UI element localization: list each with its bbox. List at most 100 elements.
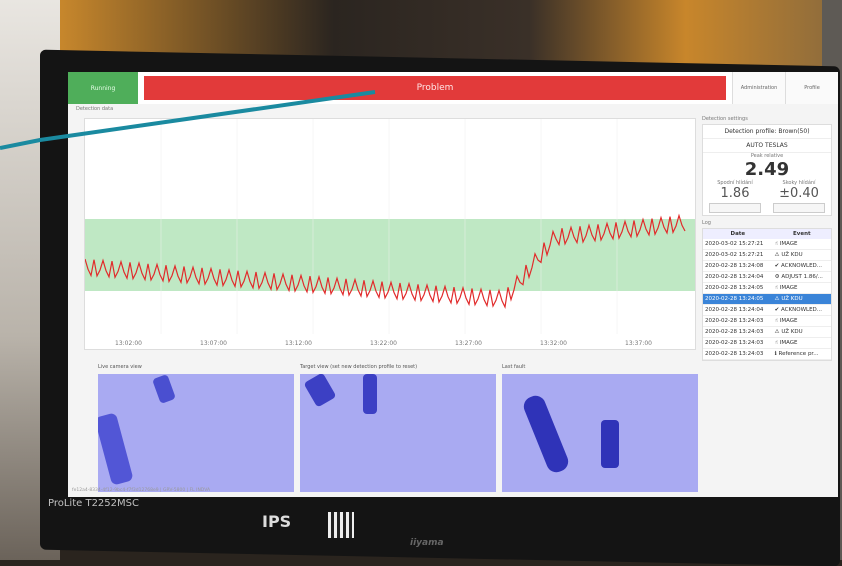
log-event-cell: ⚙ ADJUST 1.86/...	[772, 271, 831, 283]
x-tick-label: 13:22:00	[370, 340, 397, 347]
log-date: 2020-02-28 13:24:03	[703, 337, 773, 349]
right-threshold-value: ±0.40	[779, 186, 819, 201]
fault-camera-objects	[523, 395, 619, 473]
live-camera-panel: Live camera view	[98, 364, 294, 492]
camera-row: Live camera view Target view (set new de…	[98, 364, 698, 492]
log-row[interactable]: 2020-02-28 13:24:05 ☝ IMAGE	[703, 282, 831, 294]
current-value: 2.49	[744, 159, 790, 180]
ips-label: IPS	[262, 512, 292, 531]
info-icon: ℹ	[774, 351, 779, 357]
log-date: 2020-02-28 13:24:03	[703, 348, 773, 360]
auto-button[interactable]: AUTO TESLAS	[703, 139, 831, 153]
log-event-cell: ⚠ UŽ KDU	[772, 249, 831, 261]
log-event: ACKNOWLED...	[781, 307, 823, 313]
log-header-event: Event	[772, 229, 831, 239]
right-threshold-label: Skoky hlídání	[782, 180, 816, 186]
log-event-cell: ☝ IMAGE	[772, 337, 831, 349]
log-row[interactable]: 2020-02-28 13:24:03 ☝ IMAGE	[703, 337, 831, 349]
profile-button[interactable]: Detection profile: Brown(50)	[703, 125, 831, 139]
hand-icon: ☝	[774, 241, 780, 247]
left-threshold-value: 1.86	[720, 186, 750, 201]
x-tick-label: 13:02:00	[115, 340, 142, 347]
fault-camera-panel: Last fault	[502, 364, 698, 492]
log-title: Log	[702, 220, 711, 226]
log-table: Date Event 2020-03-02 15:27:21 ☝ IMAGE 202…	[703, 229, 831, 360]
target-camera-objects	[304, 374, 377, 414]
log-event: IMAGE	[779, 241, 798, 247]
log-event-cell: ☝ IMAGE	[772, 315, 831, 327]
left-threshold-label: Spodní hlídání	[717, 180, 753, 186]
log-row[interactable]: 2020-02-28 13:24:03 ℹ Reference pr...	[703, 348, 831, 360]
log-date: 2020-02-28 13:24:04	[703, 304, 773, 316]
mode-indicator[interactable]: Running	[68, 72, 138, 104]
monitor-screen: Running Problem Administration Profile D…	[68, 72, 838, 497]
warning-icon: ⚠	[774, 252, 782, 258]
fault-camera-image[interactable]	[502, 374, 698, 492]
footer-status: fe12a4-8334-4f12-9bc4-f7f3d12768e9 | GRV…	[72, 488, 211, 493]
monitor-brand: ProLite T2252MSC	[48, 498, 139, 509]
hand-icon: ☝	[774, 318, 780, 324]
log-date: 2020-02-28 13:24:03	[703, 326, 773, 338]
hand-icon: ☝	[774, 340, 780, 346]
target-camera-panel: Target view (set new detection profile t…	[300, 364, 496, 492]
settings-panel: Detection profile: Brown(50) AUTO TESLAS…	[702, 124, 832, 216]
x-tick-label: 13:12:00	[285, 340, 312, 347]
x-tick-label: 13:27:00	[455, 340, 482, 347]
top-bar: Running Problem Administration Profile	[68, 72, 838, 104]
log-event: UŽ KDU	[781, 252, 803, 258]
live-camera-title: Live camera view	[98, 364, 142, 370]
log-header-row: Date Event	[703, 229, 831, 239]
log-row[interactable]: 2020-02-28 13:24:03 ⚠ UŽ KDU	[703, 326, 831, 338]
log-row[interactable]: 2020-02-28 13:24:08 ✔ ACKNOWLED...	[703, 260, 831, 272]
log-row[interactable]: 2020-02-28 13:24:04 ✔ ACKNOWLED...	[703, 304, 831, 316]
log-event: IMAGE	[779, 340, 798, 346]
log-header-date: Date	[703, 229, 773, 239]
log-date: 2020-03-02 15:27:21	[703, 249, 773, 261]
log-event-cell: ☝ IMAGE	[772, 282, 831, 294]
right-adjust-button[interactable]	[773, 203, 825, 213]
log-date: 2020-02-28 13:24:05	[703, 282, 773, 294]
log-event-cell: ⚠ UŽ KDU	[772, 293, 831, 305]
log-row[interactable]: 2020-02-28 13:24:03 ☝ IMAGE	[703, 315, 831, 327]
tab-profile[interactable]: Profile	[785, 72, 838, 104]
log-event-cell: ☝ IMAGE	[772, 239, 831, 250]
log-date: 2020-02-28 13:24:05	[703, 293, 773, 305]
log-row[interactable]: 2020-03-02 15:27:21 ⚠ UŽ KDU	[703, 249, 831, 261]
alarm-banner[interactable]: Problem	[144, 76, 726, 100]
adjust-icon: ⚙	[774, 274, 782, 280]
check-icon: ✔	[774, 263, 782, 269]
log-event: ADJUST 1.86/...	[781, 274, 823, 280]
live-camera-image[interactable]	[98, 374, 294, 492]
log-event-cell: ✔ ACKNOWLED...	[772, 260, 831, 272]
log-event-cell: ⚠ UŽ KDU	[772, 326, 831, 338]
fault-camera-title: Last fault	[502, 364, 526, 370]
tolerance-band	[85, 219, 695, 291]
warning-icon: ⚠	[774, 329, 782, 335]
plot-section-label: Detection data	[76, 106, 114, 112]
tab-administration[interactable]: Administration	[732, 72, 785, 104]
log-event: UŽ KDU	[781, 296, 803, 302]
log-date: 2020-02-28 13:24:04	[703, 271, 773, 283]
plot-canvas: 13:02:00 13:07:00 13:12:00 13:22:00 13:27:00…	[85, 119, 695, 347]
log-row[interactable]: 2020-03-02 15:27:21 ☝ IMAGE	[703, 239, 831, 250]
log-row[interactable]: 2020-02-28 13:24:05 ⚠ UŽ KDU	[703, 293, 831, 305]
log-date: 2020-02-28 13:24:03	[703, 315, 773, 327]
log-event: Reference pr...	[778, 351, 819, 357]
log-event: IMAGE	[779, 285, 798, 291]
left-adjust-button[interactable]	[709, 203, 761, 213]
check-icon: ✔	[774, 307, 782, 313]
manufacturer-logo: iiyama	[410, 538, 444, 548]
log-row[interactable]: 2020-02-28 13:24:04 ⚙ ADJUST 1.86/...	[703, 271, 831, 283]
detection-plot: 13:02:00 13:07:00 13:12:00 13:22:00 13:27:00…	[84, 118, 696, 350]
current-label: Peak relative	[750, 153, 784, 159]
log-panel: Date Event 2020-03-02 15:27:21 ☝ IMAGE 202…	[702, 228, 832, 361]
log-event-cell: ✔ ACKNOWLED...	[772, 304, 831, 316]
live-camera-objects	[98, 375, 175, 485]
log-event-cell: ℹ Reference pr...	[772, 348, 831, 360]
settings-title: Detection settings	[702, 116, 748, 122]
x-axis-ticks: 13:02:00 13:07:00 13:12:00 13:22:00 13:27:00…	[115, 340, 652, 347]
target-camera-image[interactable]	[300, 374, 496, 492]
hand-icon: ☝	[774, 285, 780, 291]
target-camera-title: Target view (set new detection profile t…	[300, 364, 418, 370]
log-date: 2020-02-28 13:24:08	[703, 260, 773, 272]
